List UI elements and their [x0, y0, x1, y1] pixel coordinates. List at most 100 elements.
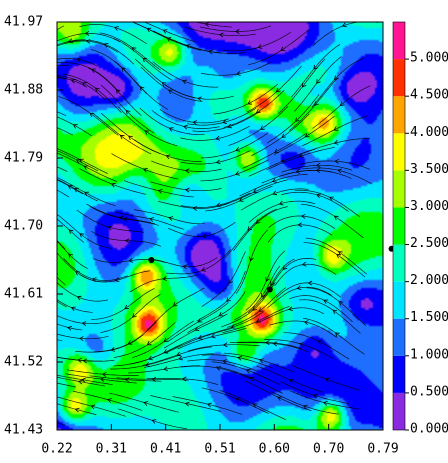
- x-tick-label: 0.79: [367, 442, 398, 457]
- streamline-arrow-128: [282, 265, 288, 270]
- streamline-arrow-46: [192, 120, 198, 126]
- streamline-arrow-137: [197, 318, 203, 323]
- streamline-arrow-31: [142, 57, 148, 63]
- streamline-arrow-44: [139, 86, 145, 91]
- streamline-arrow-103: [316, 193, 321, 199]
- streamline-132: [57, 252, 108, 283]
- streamline-2: [57, 39, 86, 46]
- colorbar-label: 5.000: [410, 51, 448, 66]
- streamline-arrow-172: [82, 358, 88, 364]
- streamline-arrow-147: [127, 340, 133, 345]
- streamline-arrow-48: [227, 123, 233, 129]
- streamline-arrow-37: [294, 117, 300, 122]
- streamline-arrow-159: [79, 336, 84, 342]
- streamline-arrow-71: [165, 154, 171, 160]
- streamline-arrow-74: [235, 171, 240, 176]
- streamline-arrow-132: [75, 271, 80, 276]
- streamline-arrow-52: [333, 126, 339, 131]
- streamline-arrow-88: [252, 188, 258, 194]
- streamline-arrow-13: [341, 22, 347, 28]
- colorbar-band-1: [393, 392, 405, 430]
- y-tick-label: 41.52: [4, 355, 43, 370]
- streamline-arrow-207: [302, 404, 308, 410]
- streamline-arrow-173: [101, 372, 107, 377]
- streamline-79: [57, 189, 70, 198]
- streamline-arrow-47: [222, 119, 228, 125]
- streamline-arrow-166: [265, 340, 270, 346]
- streamline-144: [57, 301, 67, 308]
- streamline-159: [57, 333, 109, 340]
- streamline-arrow-143: [336, 254, 341, 259]
- colorbar: 0.000 0.500 1.000 1.500 2.000 2.500 3.000 3.500…: [392, 21, 448, 437]
- streamline-arrow-23: [275, 87, 281, 93]
- streamline-arrow-45: [168, 89, 173, 94]
- streamline-arrow-146: [81, 321, 87, 327]
- streamline-arrow-21: [208, 49, 213, 55]
- streamline-arrow-202: [184, 401, 190, 407]
- streamline-arrow-106: [68, 229, 74, 234]
- streamline-arrow-10: [257, 44, 263, 49]
- streamline-arrow-169: [332, 309, 338, 315]
- streamline-arrow-42: [94, 87, 100, 93]
- colorbar-band-4: [393, 281, 405, 319]
- streamline-arrow-151: [197, 335, 203, 340]
- streamline-arrow-191: [245, 368, 251, 374]
- streamline-arrow-190: [216, 366, 221, 371]
- colorbar-label: 0.500: [410, 384, 448, 399]
- streamline-arrow-145: [70, 306, 76, 312]
- streamline-arrow-91: [337, 168, 342, 174]
- streamline-arrow-77: [315, 162, 321, 168]
- streamline-arrow-97: [168, 216, 174, 221]
- streamline-arrow-198: [90, 404, 96, 410]
- streamline-14: [57, 64, 70, 67]
- x-tick-label: 0.31: [96, 442, 127, 457]
- streamline-arrow-125: [226, 297, 231, 302]
- streamline-arrow-15: [76, 57, 81, 63]
- streamline-arrow-99: [201, 233, 207, 239]
- streamline-arrow-160: [110, 347, 116, 352]
- streamline-arrow-199: [107, 398, 112, 403]
- colorbar-band-8: [393, 133, 405, 171]
- streamline-arrow-85: [184, 187, 190, 193]
- streamline-arrow-162: [163, 349, 169, 354]
- streamline-arrow-12: [313, 64, 318, 70]
- streamline-arrow-61: [235, 147, 241, 152]
- streamline-arrow-133: [76, 295, 82, 301]
- x-tick-label: 0.41: [150, 442, 181, 457]
- streamline-arrow-35: [247, 100, 253, 105]
- streamline-arrow-34: [197, 96, 202, 102]
- streamline-arrow-39: [339, 101, 345, 107]
- streamline-119: [57, 240, 88, 269]
- marker-point-2: [266, 286, 273, 293]
- x-tick-label: 0.22: [41, 442, 72, 457]
- colorbar-label: 2.500: [410, 236, 448, 251]
- streamline-arrow-50: [281, 133, 287, 138]
- streamline-arrow-64: [299, 153, 304, 158]
- y-axis: 41.97 41.88 41.79 41.70 41.61 41.52 41.43: [4, 15, 63, 438]
- streamline-arrow-204: [235, 397, 240, 403]
- streamline-arrow-141: [296, 285, 302, 291]
- y-tick-label: 41.43: [4, 423, 43, 438]
- streamline-arrow-86: [216, 202, 221, 208]
- streamline-arrow-36: [255, 108, 261, 114]
- streamline-arrow-51: [304, 133, 310, 138]
- streamline-arrow-123: [162, 276, 167, 281]
- plot-area: [57, 22, 383, 430]
- streamline-arrow-60: [215, 135, 221, 141]
- streamline-arrow-80: [67, 185, 73, 190]
- streamline-arrow-208: [323, 400, 328, 406]
- streamline-arrow-167: [272, 341, 278, 347]
- colorbar-frame: [392, 21, 406, 431]
- streamline-arrow-176: [178, 355, 184, 361]
- streamline-arrow-102: [278, 200, 284, 206]
- streamline-arrow-152: [230, 324, 236, 329]
- streamline-arrow-179: [258, 358, 264, 363]
- streamline-arrow-122: [128, 257, 134, 263]
- colorbar-label: 1.500: [410, 310, 448, 325]
- streamline-arrow-175: [163, 366, 168, 372]
- streamline-arrow-155: [323, 299, 329, 304]
- streamline-arrow-43: [115, 89, 121, 94]
- streamline-93: [57, 178, 98, 202]
- streamline-arrow-8: [218, 32, 224, 38]
